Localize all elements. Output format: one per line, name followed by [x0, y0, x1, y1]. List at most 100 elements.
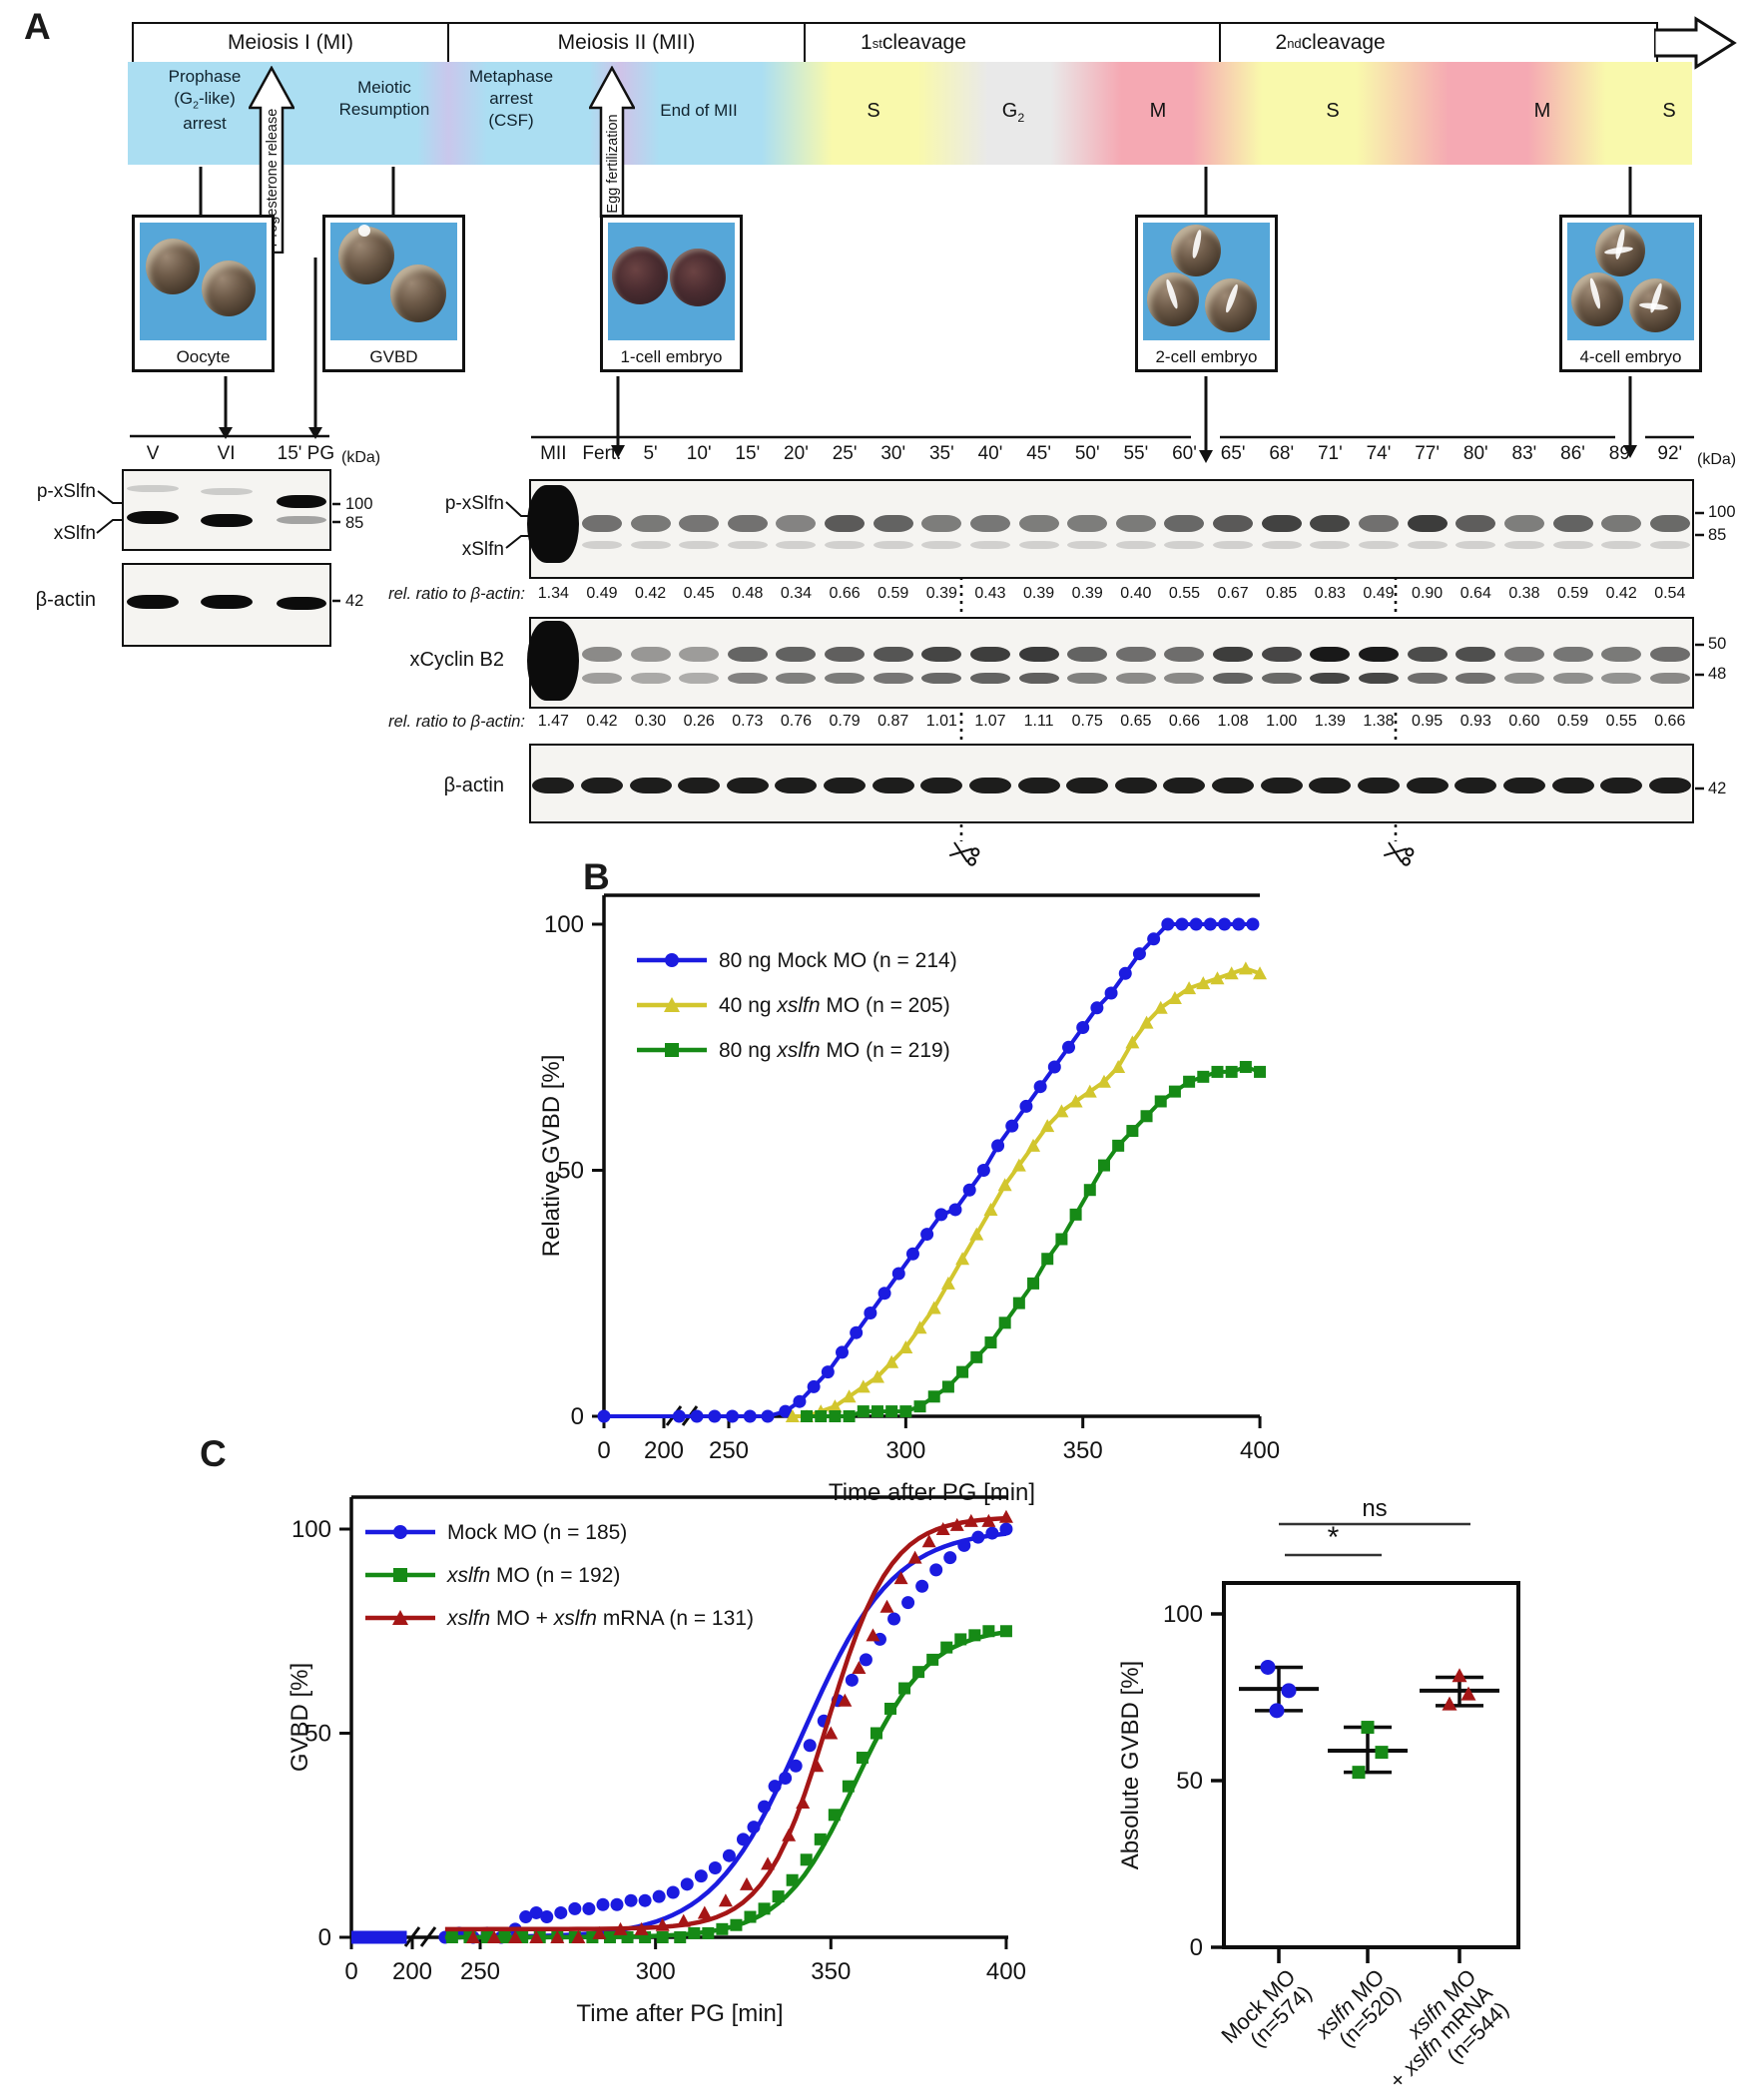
kda-marker-100: 100	[345, 495, 373, 513]
actin-bands	[529, 744, 1694, 823]
lane-label: 71'	[1317, 443, 1343, 464]
lane-label: 20'	[784, 443, 809, 464]
blot-band	[727, 515, 768, 532]
ratio-value: 0.55	[1605, 713, 1637, 730]
blot-band	[1261, 515, 1302, 532]
label-elbow-lines	[96, 490, 529, 549]
blot-band	[532, 778, 575, 793]
main-blot-pxslfn-box	[529, 479, 1694, 579]
blot-band	[969, 647, 1010, 662]
blot-band	[776, 541, 817, 549]
blot-band	[1164, 673, 1205, 684]
blot-band	[527, 485, 580, 563]
blot-band	[1649, 673, 1690, 684]
ratio-value: 0.73	[732, 713, 764, 730]
blot-band	[1407, 673, 1448, 684]
lane-label: 15'	[735, 443, 761, 464]
ratio-value: 0.90	[1412, 585, 1444, 602]
blot-band	[1455, 647, 1496, 662]
blot-band	[127, 511, 179, 524]
one-cell-image	[608, 223, 735, 340]
panel-b-letter: B	[583, 856, 610, 897]
blot-band	[201, 514, 253, 527]
phase-s1: S	[867, 100, 880, 122]
ratio-value: 0.59	[1556, 585, 1589, 602]
ratio-value: 0.48	[732, 585, 764, 602]
blot-band	[1455, 541, 1496, 549]
blot-band	[825, 647, 866, 662]
p-xslfn-label: p-xSlfn	[36, 481, 96, 502]
lane-label: 74'	[1366, 443, 1392, 464]
blot-band	[1648, 778, 1691, 793]
blot-band	[825, 515, 866, 532]
ratio-value: 0.42	[586, 713, 618, 730]
blot-band	[727, 647, 768, 662]
x-axis-title: Time after PG [min]	[829, 1479, 1035, 1506]
svg-text:400: 400	[1240, 1437, 1280, 1464]
svg-text:50: 50	[304, 1721, 331, 1748]
kda-marker-48: 48	[1708, 665, 1727, 683]
blot-band	[921, 515, 962, 532]
blot-band	[1310, 515, 1351, 532]
blot-band	[630, 673, 671, 684]
blot-band	[1406, 778, 1449, 793]
ratio-value: 0.42	[1605, 585, 1637, 602]
svg-text:250: 250	[460, 1958, 500, 1985]
legend-entry: Mock MO (n = 185)	[447, 1521, 627, 1544]
blot-band	[1407, 515, 1448, 532]
ratio-value: 0.39	[1071, 585, 1103, 602]
svg-text:50: 50	[557, 1158, 584, 1185]
blot-band	[527, 621, 580, 701]
blot-band	[1115, 541, 1156, 549]
embryo	[1147, 272, 1199, 326]
blot-band	[1358, 778, 1400, 793]
ratio-value: 0.49	[1363, 585, 1395, 602]
phase-m2: M	[1533, 100, 1551, 122]
embryo	[1205, 278, 1257, 332]
lane-label: 60'	[1172, 443, 1197, 464]
gvbd-image	[330, 223, 457, 340]
lane-label: 86'	[1560, 443, 1585, 464]
legend-entry: 80 ng xslfn MO (n = 219)	[719, 1039, 950, 1062]
ratio-value: 1.11	[1023, 713, 1054, 730]
ratio-value: 0.76	[780, 713, 813, 730]
ratio-value: 0.55	[1168, 585, 1201, 602]
ratio-value: 0.49	[586, 585, 618, 602]
oocyte-image	[140, 223, 267, 340]
blot-band	[679, 647, 720, 662]
blot-band	[1309, 778, 1352, 793]
egg-fertilization-arrow: Egg fertilization	[589, 66, 635, 218]
svg-text:0: 0	[597, 1437, 610, 1464]
significance-label: *	[1328, 1521, 1340, 1554]
lane-label: 35'	[928, 443, 954, 464]
ratio-value: 0.54	[1654, 585, 1686, 602]
kda-header: (kDa)	[341, 449, 381, 466]
svg-text:0: 0	[571, 1403, 584, 1430]
blot-band	[968, 778, 1011, 793]
blot-band	[920, 778, 963, 793]
blot-band	[1114, 778, 1157, 793]
embryo	[1629, 278, 1681, 332]
blot-band	[872, 778, 914, 793]
blot-band	[969, 515, 1010, 532]
ratio-value: 1.08	[1217, 713, 1249, 730]
blot-band	[1503, 515, 1544, 532]
ratio-value: 1.39	[1314, 713, 1346, 730]
phase-m1: M	[1149, 100, 1167, 122]
lane-label: 50'	[1074, 443, 1100, 464]
blot-band	[921, 673, 962, 684]
legend-entry: 80 ng Mock MO (n = 214)	[719, 949, 957, 972]
blot-band	[1600, 778, 1643, 793]
egg-fertilization-label: Egg fertilization	[605, 114, 621, 213]
blot-band	[1115, 647, 1156, 662]
lane-label: 89'	[1608, 443, 1634, 464]
ratio-value: 0.67	[1217, 585, 1249, 602]
blot-band	[1115, 673, 1156, 684]
blot-band	[1067, 647, 1108, 662]
absolute-gvbd-scatter: 0 50 100 Absolute GVBD [%] Mock MO(n=574)xsl…	[1117, 1495, 1520, 2093]
ratio-value: 0.34	[780, 585, 813, 602]
ratio-label: rel. ratio to β-actin:	[388, 585, 525, 603]
embryo	[146, 239, 200, 294]
lane-label: 83'	[1511, 443, 1537, 464]
